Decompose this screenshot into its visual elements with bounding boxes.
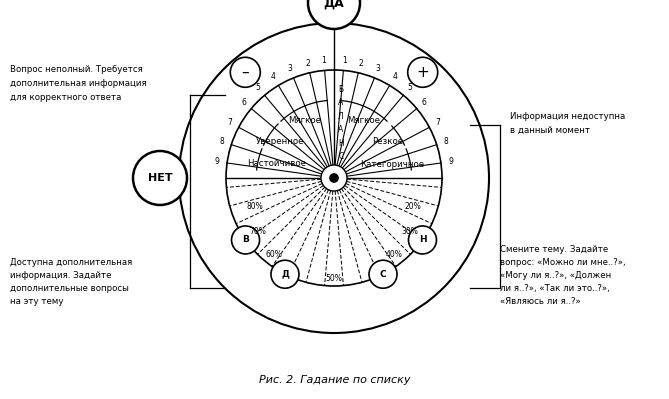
Text: Смените тему. Задайте: Смените тему. Задайте	[500, 245, 608, 254]
Text: Категоричное: Категоричное	[360, 160, 424, 169]
Text: Мягкое: Мягкое	[347, 116, 380, 125]
Text: В: В	[242, 235, 249, 245]
Text: А: А	[339, 98, 344, 107]
Text: 70%: 70%	[250, 227, 266, 236]
Text: 80%: 80%	[246, 202, 263, 211]
Text: в данный момент: в данный момент	[510, 126, 590, 135]
Text: Л: Л	[339, 112, 344, 121]
Text: 20%: 20%	[405, 202, 421, 211]
Text: для корректного ответа: для корректного ответа	[10, 93, 121, 102]
Circle shape	[226, 70, 442, 286]
Text: 1: 1	[342, 56, 347, 65]
Text: 2: 2	[358, 59, 363, 67]
Text: 7: 7	[227, 118, 232, 127]
Text: 3: 3	[288, 64, 292, 73]
Text: 3: 3	[376, 64, 381, 73]
Text: вопрос: «Можно ли мне..?»,: вопрос: «Можно ли мне..?»,	[500, 258, 626, 267]
Text: 6: 6	[241, 98, 246, 107]
Text: Рис. 2. Гадание по списку: Рис. 2. Гадание по списку	[259, 375, 410, 385]
Text: 50%: 50%	[326, 274, 343, 283]
Text: 1: 1	[321, 56, 326, 65]
Text: Н: Н	[338, 138, 344, 148]
Text: А: А	[339, 125, 344, 134]
Text: «Являюсь ли я..?»: «Являюсь ли я..?»	[500, 297, 581, 306]
Circle shape	[230, 57, 260, 87]
Text: 4: 4	[392, 72, 397, 81]
Circle shape	[133, 151, 187, 205]
Text: на эту тему: на эту тему	[10, 297, 64, 306]
Text: +: +	[416, 65, 429, 80]
Text: 7: 7	[436, 118, 441, 127]
Circle shape	[321, 165, 347, 191]
Circle shape	[308, 0, 360, 29]
Circle shape	[407, 57, 438, 87]
Circle shape	[409, 226, 436, 254]
Text: Резкое: Резкое	[372, 137, 403, 146]
Text: 5: 5	[256, 83, 261, 92]
Text: Вопрос неполный. Требуется: Вопрос неполный. Требуется	[10, 65, 142, 74]
Text: 9: 9	[448, 157, 454, 166]
Circle shape	[271, 260, 299, 288]
Text: Уверенное: Уверенное	[256, 137, 304, 146]
Text: Информация недоступна: Информация недоступна	[510, 112, 626, 121]
Text: ли я..?», «Так ли это..?»,: ли я..?», «Так ли это..?»,	[500, 284, 609, 293]
Text: Доступна дополнительная: Доступна дополнительная	[10, 258, 132, 267]
Circle shape	[179, 23, 489, 333]
Text: 5: 5	[407, 83, 412, 92]
Text: 4: 4	[271, 72, 276, 81]
Text: информация. Задайте: информация. Задайте	[10, 271, 112, 280]
Text: –: –	[242, 65, 249, 80]
Circle shape	[369, 260, 397, 288]
Text: Настойчивое: Настойчивое	[247, 159, 306, 168]
Text: 9: 9	[215, 157, 219, 166]
Text: 40%: 40%	[385, 250, 402, 259]
Text: 8: 8	[219, 137, 224, 146]
Text: 6: 6	[422, 98, 427, 107]
Text: дополнительная информация: дополнительная информация	[10, 79, 147, 88]
Text: С: С	[380, 270, 386, 279]
Text: «Могу ли я..?», «Должен: «Могу ли я..?», «Должен	[500, 271, 611, 280]
Text: НЕТ: НЕТ	[148, 173, 173, 183]
Text: Н: Н	[419, 235, 426, 245]
Text: 60%: 60%	[266, 250, 282, 259]
Text: Д: Д	[281, 270, 289, 279]
Text: дополнительные вопросы: дополнительные вопросы	[10, 284, 129, 293]
Text: 30%: 30%	[401, 227, 419, 236]
Text: Мягкое: Мягкое	[288, 116, 321, 125]
Circle shape	[231, 226, 260, 254]
Text: ДА: ДА	[324, 0, 345, 10]
Circle shape	[330, 174, 338, 182]
Text: Б: Б	[339, 85, 344, 94]
Text: С: С	[339, 152, 344, 161]
Text: 8: 8	[444, 137, 449, 146]
Text: 2: 2	[305, 59, 310, 67]
